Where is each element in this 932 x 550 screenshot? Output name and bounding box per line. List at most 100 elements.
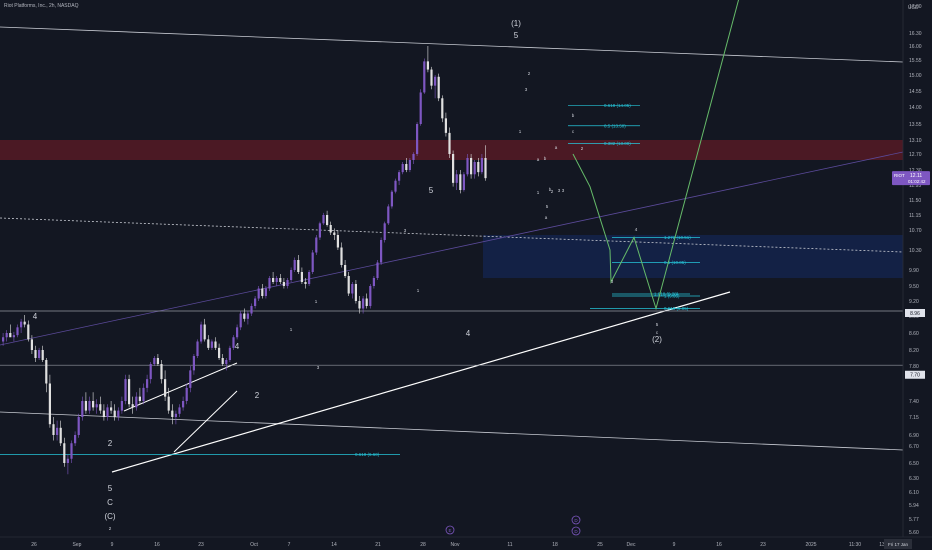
candle-body-97	[351, 284, 354, 294]
y-tick-label-32: 5.60	[909, 530, 919, 536]
wave-label-11: 1	[537, 190, 540, 195]
wave-label-7: 2	[581, 146, 584, 151]
candle-body-101	[365, 298, 368, 306]
candle-body-35	[128, 379, 131, 405]
y-tick-label-21: 8.20	[909, 348, 919, 354]
candle-body-71	[257, 288, 260, 299]
wave-label-22: 4	[33, 312, 38, 321]
wave-label-18: 5	[429, 186, 434, 195]
candle-body-51	[185, 387, 188, 401]
lower-trendline	[0, 411, 904, 451]
candle-body-72	[261, 288, 264, 296]
x-tick-label-15: 9	[673, 542, 676, 548]
wave-label-33: 3	[611, 279, 614, 284]
y-tick-label-25: 6.90	[909, 433, 919, 439]
candle-body-33	[120, 401, 123, 411]
wave-label-31: (C)	[104, 512, 115, 521]
wave-label-9: b	[544, 156, 547, 161]
candle-body-17	[63, 443, 66, 463]
candle-body-88	[318, 223, 321, 238]
event-badge-2[interactable]	[571, 526, 581, 536]
candle-body-37	[135, 396, 138, 408]
candle-body-113	[408, 160, 411, 170]
y-tick-label-6: 14.00	[909, 105, 922, 111]
candle-body-29	[106, 407, 109, 417]
x-tick-label-13: 25	[597, 542, 603, 548]
candle-body-5	[20, 321, 23, 328]
event-badge-1[interactable]	[571, 515, 581, 525]
candle-body-90	[326, 215, 329, 225]
y-tick-label-0: 17.00	[909, 4, 922, 10]
candle-body-42	[153, 358, 156, 364]
candle-body-7	[27, 324, 30, 340]
y-tick-label-27: 6.50	[909, 461, 919, 467]
price-axis[interactable]	[903, 0, 932, 550]
candle-body-38	[138, 396, 141, 401]
candle-body-21	[77, 417, 80, 435]
candle-body-128	[462, 174, 465, 190]
candle-body-40	[146, 379, 149, 388]
candle-body-106	[383, 223, 386, 240]
x-tick-label-18: 2025	[805, 542, 816, 548]
x-tick-label-2: 9	[111, 542, 114, 548]
candle-body-92	[333, 232, 336, 235]
wedge-lower-line	[173, 390, 238, 453]
wave-label-30: C	[107, 498, 113, 507]
y-tick-label-17: 9.50	[909, 284, 919, 290]
candle-body-25	[92, 401, 95, 408]
candle-body-59	[214, 341, 217, 348]
y-tick-label-7: 13.55	[909, 122, 922, 128]
candle-body-89	[322, 215, 325, 224]
candle-body-69	[250, 306, 253, 314]
candle-body-66	[239, 313, 242, 328]
symbol-title: Riot Platforms, Inc., 2h, NASDAQ	[4, 3, 79, 9]
y-tick-label-30: 5.94	[909, 503, 919, 509]
y-tick-label-14: 10.70	[909, 228, 922, 234]
axis-price-badge-1	[905, 370, 925, 379]
wave-label-1: 5	[514, 31, 519, 40]
wave-label-15: 5	[546, 204, 549, 209]
candle-body-111	[401, 164, 404, 173]
wave-label-4: 1	[519, 129, 522, 134]
candle-body-94	[340, 247, 343, 265]
candle-body-52	[189, 370, 192, 388]
candle-body-74	[268, 278, 271, 289]
candle-body-24	[88, 401, 91, 411]
dashed-trendline	[0, 217, 904, 253]
wave-label-25: 1	[315, 299, 318, 304]
fib-label-5: 1.618 (9.28)	[654, 292, 679, 297]
candle-body-78	[282, 282, 285, 286]
candle-body-48	[174, 413, 177, 417]
fib-label-0: 0.618 (14.05)	[604, 103, 631, 108]
candle-body-116	[419, 92, 422, 124]
y-tick-label-4: 15.00	[909, 73, 922, 79]
candle-body-4	[16, 327, 19, 336]
candle-body-58	[210, 341, 213, 348]
y-tick-label-9: 12.70	[909, 152, 922, 158]
candle-body-117	[423, 61, 426, 93]
wave-label-36: c	[656, 330, 659, 335]
current-price-symbol: RIOT	[894, 173, 905, 178]
candle-body-10	[38, 350, 41, 358]
candle-body-107	[387, 206, 390, 224]
candle-body-12	[45, 360, 48, 384]
candle-body-30	[110, 407, 113, 411]
candle-body-47	[171, 410, 174, 417]
candle-body-43	[156, 358, 159, 364]
candle-body-131	[473, 162, 476, 175]
candle-body-61	[221, 358, 224, 364]
candle-body-39	[142, 387, 145, 401]
event-badge-0[interactable]	[445, 525, 455, 535]
y-tick-label-23: 7.40	[909, 399, 919, 405]
wave-label-23: 4	[235, 342, 240, 351]
candle-body-19	[70, 443, 73, 459]
x-tick-label-3: 16	[154, 542, 160, 548]
time-cursor-badge	[884, 539, 912, 549]
time-axis[interactable]	[0, 537, 932, 550]
candle-body-36	[131, 404, 134, 408]
candle-body-130	[470, 158, 473, 175]
wave-label-35: 5	[656, 322, 659, 327]
wave-label-19: 3	[404, 228, 407, 233]
y-tick-label-28: 6.30	[909, 476, 919, 482]
